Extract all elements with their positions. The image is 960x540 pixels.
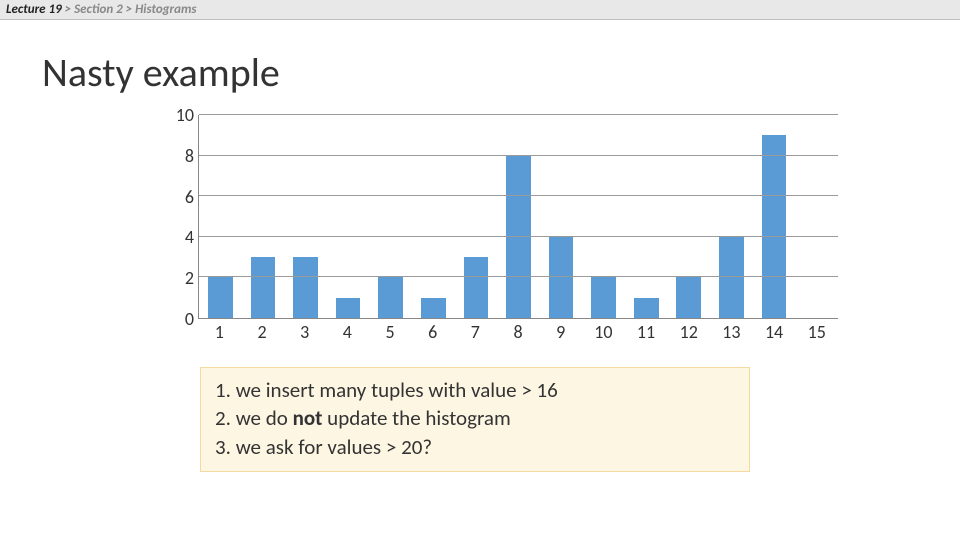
chart-bar	[293, 257, 318, 318]
chart-x-label: 11	[625, 321, 668, 345]
chart-bar	[208, 277, 233, 318]
chart-bar	[762, 135, 787, 318]
chart-bar-slot	[284, 115, 327, 318]
chart-x-label: 1	[198, 321, 241, 345]
note-line-1: 1. we insert many tuples with value > 16	[215, 376, 735, 404]
chart-x-label: 10	[582, 321, 625, 345]
chart-x-label: 6	[411, 321, 454, 345]
chart-gridline	[199, 236, 838, 237]
chart-x-label: 4	[326, 321, 369, 345]
note-line-2-b: update the histogram	[322, 405, 510, 431]
chart-x-label: 2	[241, 321, 284, 345]
chart-bar-slot	[582, 115, 625, 318]
chart-bar-slot	[369, 115, 412, 318]
chart-y-label: 4	[158, 226, 194, 248]
chart-x-label: 14	[753, 321, 796, 345]
chart-plot-area	[198, 115, 838, 319]
note-line-2-a: 2. we do	[215, 405, 293, 431]
chart-bar	[634, 298, 659, 318]
chart-bar	[378, 277, 403, 318]
note-line-2: 2. we do not update the histogram	[215, 404, 735, 432]
chart-bar	[549, 237, 574, 318]
chart-x-labels: 123456789101112131415	[198, 321, 838, 345]
chart-bar-slot	[412, 115, 455, 318]
chart-bars	[199, 115, 838, 318]
note-line-3: 3. we ask for values > 20?	[215, 433, 735, 461]
chart-bar-slot	[753, 115, 796, 318]
chart-bar-slot	[710, 115, 753, 318]
note-line-2-bold: not	[293, 405, 323, 431]
chart-gridline	[199, 276, 838, 277]
breadcrumb-part-3: Histograms	[135, 2, 196, 17]
chart-x-label: 13	[710, 321, 753, 345]
chart-bar-slot	[625, 115, 668, 318]
chart-gridline	[199, 155, 838, 156]
chart-x-label: 12	[667, 321, 710, 345]
chart-bar	[336, 298, 361, 318]
chart-y-label: 10	[158, 104, 194, 126]
chart-x-label: 7	[454, 321, 497, 345]
chart-bar-slot	[327, 115, 370, 318]
chart-bar	[421, 298, 446, 318]
chart-bar	[251, 257, 276, 318]
breadcrumb: Lecture 19 > Section 2 > Histograms	[0, 0, 960, 20]
chart-gridline	[199, 195, 838, 196]
page-title: Nasty example	[42, 48, 960, 97]
breadcrumb-part-2: Section 2	[74, 2, 123, 17]
chart-bar-slot	[242, 115, 285, 318]
chart-bar-slot	[668, 115, 711, 318]
chart-x-label: 5	[369, 321, 412, 345]
chart-y-label: 2	[158, 267, 194, 289]
chart-bar-slot	[795, 115, 838, 318]
chart-bar	[464, 257, 489, 318]
chart-x-label: 15	[795, 321, 838, 345]
chart-gridline	[199, 114, 838, 115]
histogram-chart: 0246810 123456789101112131415	[158, 115, 838, 345]
chart-x-label: 8	[497, 321, 540, 345]
chart-bar	[591, 277, 616, 318]
chart-x-label: 3	[283, 321, 326, 345]
chart-y-label: 0	[158, 308, 194, 330]
chart-bar-slot	[540, 115, 583, 318]
note-box: 1. we insert many tuples with value > 16…	[200, 367, 750, 472]
breadcrumb-sep-2: >	[126, 2, 132, 17]
breadcrumb-part-1: Lecture 19	[6, 2, 62, 17]
chart-bar-slot	[199, 115, 242, 318]
chart-bar-slot	[497, 115, 540, 318]
chart-bar	[676, 277, 701, 318]
chart-y-label: 6	[158, 186, 194, 208]
chart-y-label: 8	[158, 145, 194, 167]
chart-bar	[719, 237, 744, 318]
chart-bar-slot	[455, 115, 498, 318]
breadcrumb-sep-1: >	[65, 2, 71, 17]
chart-x-label: 9	[539, 321, 582, 345]
